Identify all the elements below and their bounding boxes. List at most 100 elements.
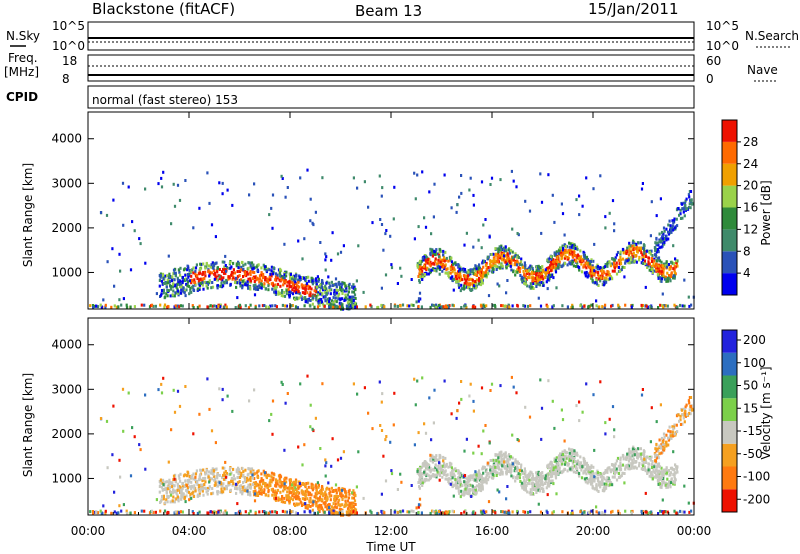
- power-point: [624, 303, 627, 307]
- velocity-point: [468, 479, 471, 483]
- power-point: [523, 281, 526, 285]
- power-point: [460, 306, 463, 309]
- velocity-point: [179, 489, 182, 492]
- power-point: [493, 258, 496, 262]
- velocity-point: [276, 479, 279, 483]
- velocity-point: [328, 503, 331, 507]
- velocity-point: [546, 475, 549, 479]
- power-point: [298, 291, 301, 295]
- velocity-point: [223, 471, 226, 475]
- power-point: [192, 289, 196, 292]
- velocity-point: [278, 477, 281, 481]
- noise-series: [88, 37, 694, 43]
- power-point: [238, 303, 242, 307]
- power-point: [583, 304, 586, 308]
- velocity-point: [328, 491, 331, 495]
- power-point: [667, 232, 670, 236]
- power-point: [566, 245, 569, 249]
- power-point: [529, 304, 532, 308]
- power-point: [532, 282, 535, 285]
- power-point: [546, 275, 549, 279]
- power-point: [274, 278, 277, 282]
- power-point: [158, 279, 161, 282]
- power-point: [317, 299, 320, 303]
- power-point: [657, 275, 660, 278]
- power-point: [549, 273, 552, 277]
- velocity-point: [270, 471, 273, 475]
- power-point: [552, 276, 555, 280]
- power-point: [258, 286, 262, 289]
- velocity-point: [616, 456, 620, 460]
- power-point: [439, 248, 442, 252]
- power-point: [613, 258, 616, 262]
- power-point: [332, 301, 335, 305]
- velocity-point: [348, 504, 351, 507]
- power-point: [655, 268, 658, 272]
- velocity-point: [247, 467, 250, 471]
- power-point: [121, 181, 125, 185]
- power-point: [301, 291, 304, 295]
- power-point: [393, 304, 396, 308]
- power-point: [300, 298, 304, 301]
- velocity-point: [598, 473, 601, 477]
- velocity-point: [479, 483, 482, 487]
- velocity-point: [576, 462, 579, 466]
- power-point: [458, 279, 461, 282]
- power-point: [202, 287, 205, 291]
- power-point: [188, 268, 191, 272]
- power-point: [619, 258, 622, 262]
- velocity-point: [591, 474, 594, 478]
- power-point: [328, 281, 331, 285]
- power-point: [583, 254, 586, 258]
- power-point: [602, 283, 605, 287]
- velocity-point: [286, 486, 290, 490]
- power-point: [621, 265, 624, 269]
- velocity-point: [186, 486, 189, 490]
- velocity-point: [429, 457, 432, 461]
- power-point: [451, 303, 454, 307]
- power-point: [641, 262, 644, 265]
- velocity-point: [340, 503, 344, 507]
- velocity-point: [619, 456, 622, 460]
- power-point: [580, 262, 583, 266]
- power-point: [599, 269, 602, 273]
- power-point: [508, 305, 511, 309]
- velocity-point: [429, 470, 432, 474]
- velocity-point: [334, 502, 337, 506]
- velocity-point: [258, 483, 261, 487]
- power-point: [193, 278, 196, 282]
- power-point: [429, 247, 432, 251]
- velocity-point: [426, 464, 429, 468]
- velocity-point: [170, 485, 173, 489]
- velocity-point: [234, 487, 237, 490]
- velocity-point: [309, 498, 312, 502]
- power-point: [261, 304, 264, 308]
- velocity-point: [549, 470, 552, 474]
- velocity-point: [164, 480, 167, 484]
- power-point: [160, 289, 164, 292]
- velocity-point: [297, 496, 300, 500]
- power-point: [288, 272, 291, 276]
- velocity-point: [221, 466, 224, 470]
- power-point: [280, 294, 283, 298]
- velocity-point: [285, 498, 288, 502]
- velocity-point: [258, 492, 262, 495]
- power-point: [183, 278, 186, 282]
- velocity-point: [587, 465, 591, 469]
- velocity-point: [346, 499, 349, 503]
- power-point: [573, 251, 576, 254]
- power-point: [208, 279, 211, 283]
- power-point: [471, 269, 474, 273]
- power-point: [430, 268, 433, 272]
- velocity-point: [437, 467, 440, 471]
- power-point: [216, 286, 219, 290]
- power-point: [328, 300, 331, 304]
- velocity-point: [275, 491, 278, 495]
- velocity-point: [479, 489, 483, 493]
- velocity-point: [587, 480, 590, 484]
- velocity-point: [653, 475, 656, 479]
- power-point: [252, 264, 255, 268]
- velocity-point: [244, 468, 247, 472]
- power-point: [191, 304, 194, 308]
- velocity-point: [256, 482, 259, 486]
